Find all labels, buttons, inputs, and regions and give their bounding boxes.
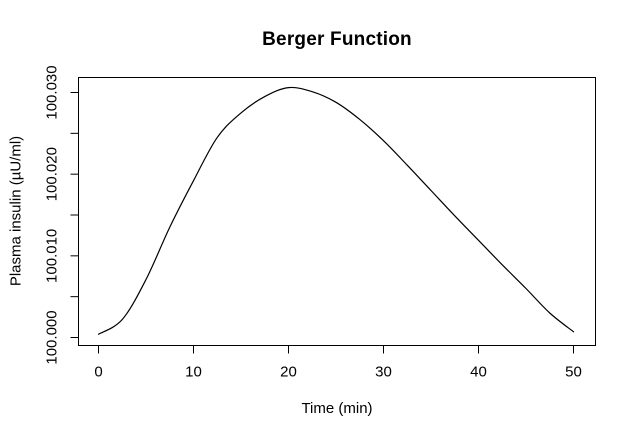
x-axis-label: Time (min) (301, 400, 373, 417)
y-tick-label: 100.000 (44, 310, 61, 364)
x-tick-label: 30 (375, 364, 392, 381)
y-tick-label: 100.020 (44, 147, 61, 201)
x-tick-label: 40 (470, 364, 487, 381)
y-tick-label: 100.030 (44, 65, 61, 119)
x-tick-label: 10 (185, 364, 202, 381)
insulin-curve (97, 86, 575, 335)
plot-border (78, 77, 596, 346)
chart-title: Berger Function (262, 29, 412, 50)
y-tick-label: 100.010 (44, 229, 61, 283)
x-tick-label: 50 (565, 364, 582, 381)
x-tick-label: 20 (280, 364, 297, 381)
x-tick-label: 0 (94, 364, 102, 381)
